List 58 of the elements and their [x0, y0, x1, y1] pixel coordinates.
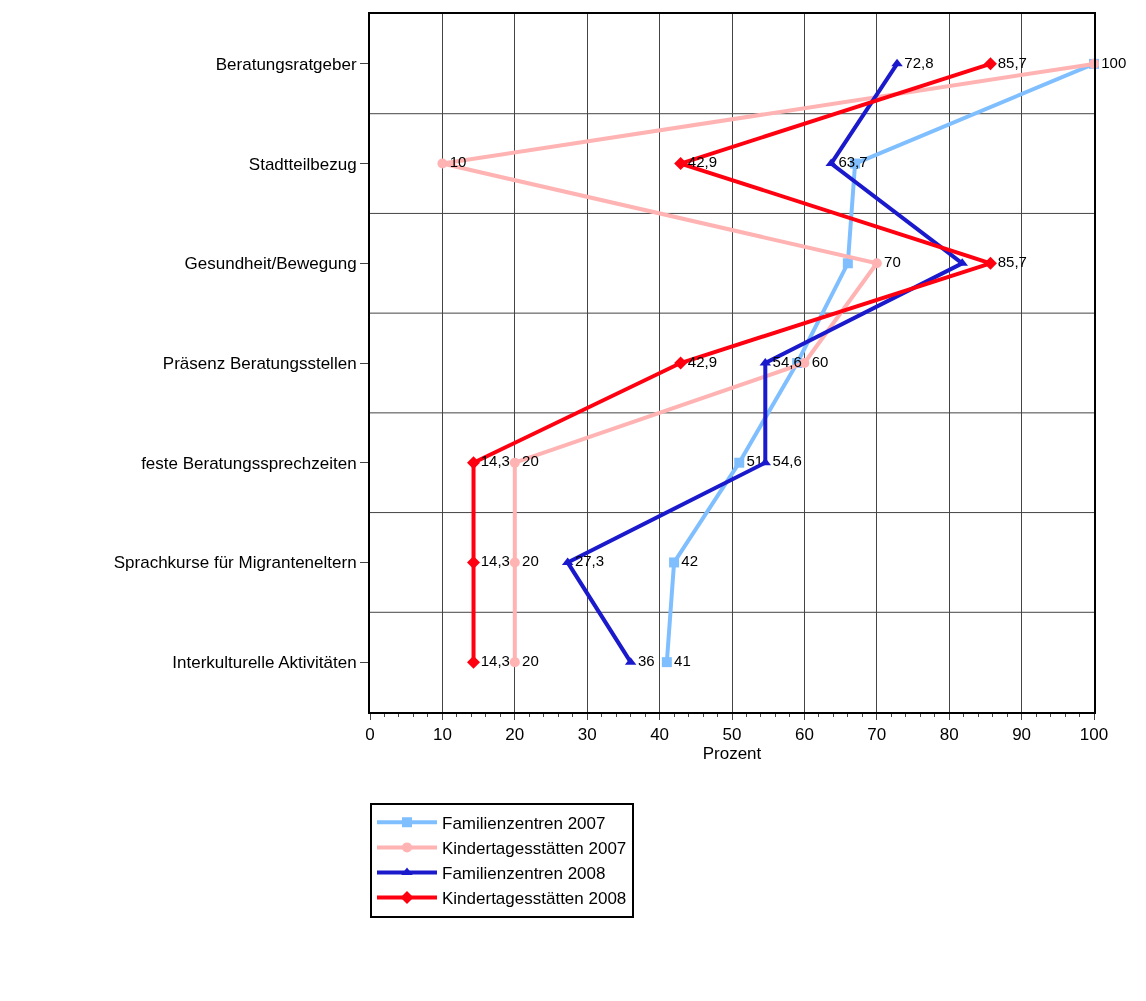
- data-label: 36: [637, 651, 655, 669]
- data-label: 14,3: [480, 452, 510, 470]
- y-tick-label: Gesundheit/Bewegung: [184, 254, 357, 274]
- point: [674, 356, 688, 370]
- y-tick-label: Beratungsratgeber: [215, 54, 357, 74]
- point: [825, 158, 837, 167]
- data-label: 14,3: [480, 552, 510, 570]
- data-label: 20: [522, 651, 539, 669]
- data-label: 70: [884, 253, 901, 271]
- data-label: 20: [522, 552, 539, 570]
- data-label: 54,6: [772, 452, 802, 470]
- legend-label: Familienzentren 2008: [442, 864, 606, 884]
- point: [437, 158, 448, 169]
- y-tick-label: Sprachkurse für Migranteneltern: [113, 553, 357, 573]
- y-tick-label: Stadtteilbezug: [248, 154, 357, 174]
- data-label: 41: [674, 651, 691, 669]
- y-tick-label: Interkulturelle Aktivitäten: [172, 653, 357, 673]
- point: [509, 657, 520, 668]
- point: [891, 58, 903, 67]
- point: [467, 456, 481, 470]
- data-label: 42,9: [687, 352, 718, 370]
- data-label: 20: [522, 452, 539, 470]
- point: [842, 258, 853, 269]
- x-tick-label: 80: [939, 725, 959, 745]
- data-label: 42,9: [687, 153, 718, 171]
- x-tick-label: 40: [650, 725, 670, 745]
- point: [509, 457, 520, 468]
- point: [983, 57, 997, 71]
- x-axis-title: Prozent: [702, 744, 762, 764]
- x-tick-label: 0: [365, 725, 375, 745]
- point: [509, 557, 520, 568]
- y-tick-label: Präsenz Beratungsstellen: [162, 353, 357, 373]
- data-label: 60: [811, 352, 829, 370]
- x-tick-label: 60: [794, 725, 814, 745]
- point: [669, 557, 680, 568]
- x-tick-label: 20: [505, 725, 525, 745]
- legend-label: Kindertagesstätten 2007: [442, 839, 627, 859]
- data-label: 14,3: [480, 651, 510, 669]
- point: [734, 457, 745, 468]
- x-tick-label: 10: [432, 725, 452, 745]
- data-label: 100: [1101, 53, 1127, 71]
- data-label: 72,8: [904, 53, 934, 71]
- x-tick-label: 90: [1012, 725, 1032, 745]
- x-tick-label: 100: [1079, 725, 1109, 745]
- point: [871, 258, 882, 269]
- point: [661, 657, 672, 668]
- data-label: 42: [681, 552, 699, 570]
- data-label: 63,7: [838, 153, 868, 171]
- point: [467, 555, 481, 569]
- data-label: 54,6: [772, 352, 802, 370]
- legend-label: Familienzentren 2007: [442, 813, 606, 833]
- x-tick-label: 70: [867, 725, 887, 745]
- data-label: 10: [449, 153, 467, 171]
- point: [467, 655, 481, 669]
- legend-label: Kindertagesstätten 2008: [442, 889, 627, 909]
- y-tick-label: feste Beratungssprechzeiten: [141, 453, 357, 473]
- x-tick-label: 30: [577, 725, 597, 745]
- x-tick-label: 50: [722, 725, 742, 745]
